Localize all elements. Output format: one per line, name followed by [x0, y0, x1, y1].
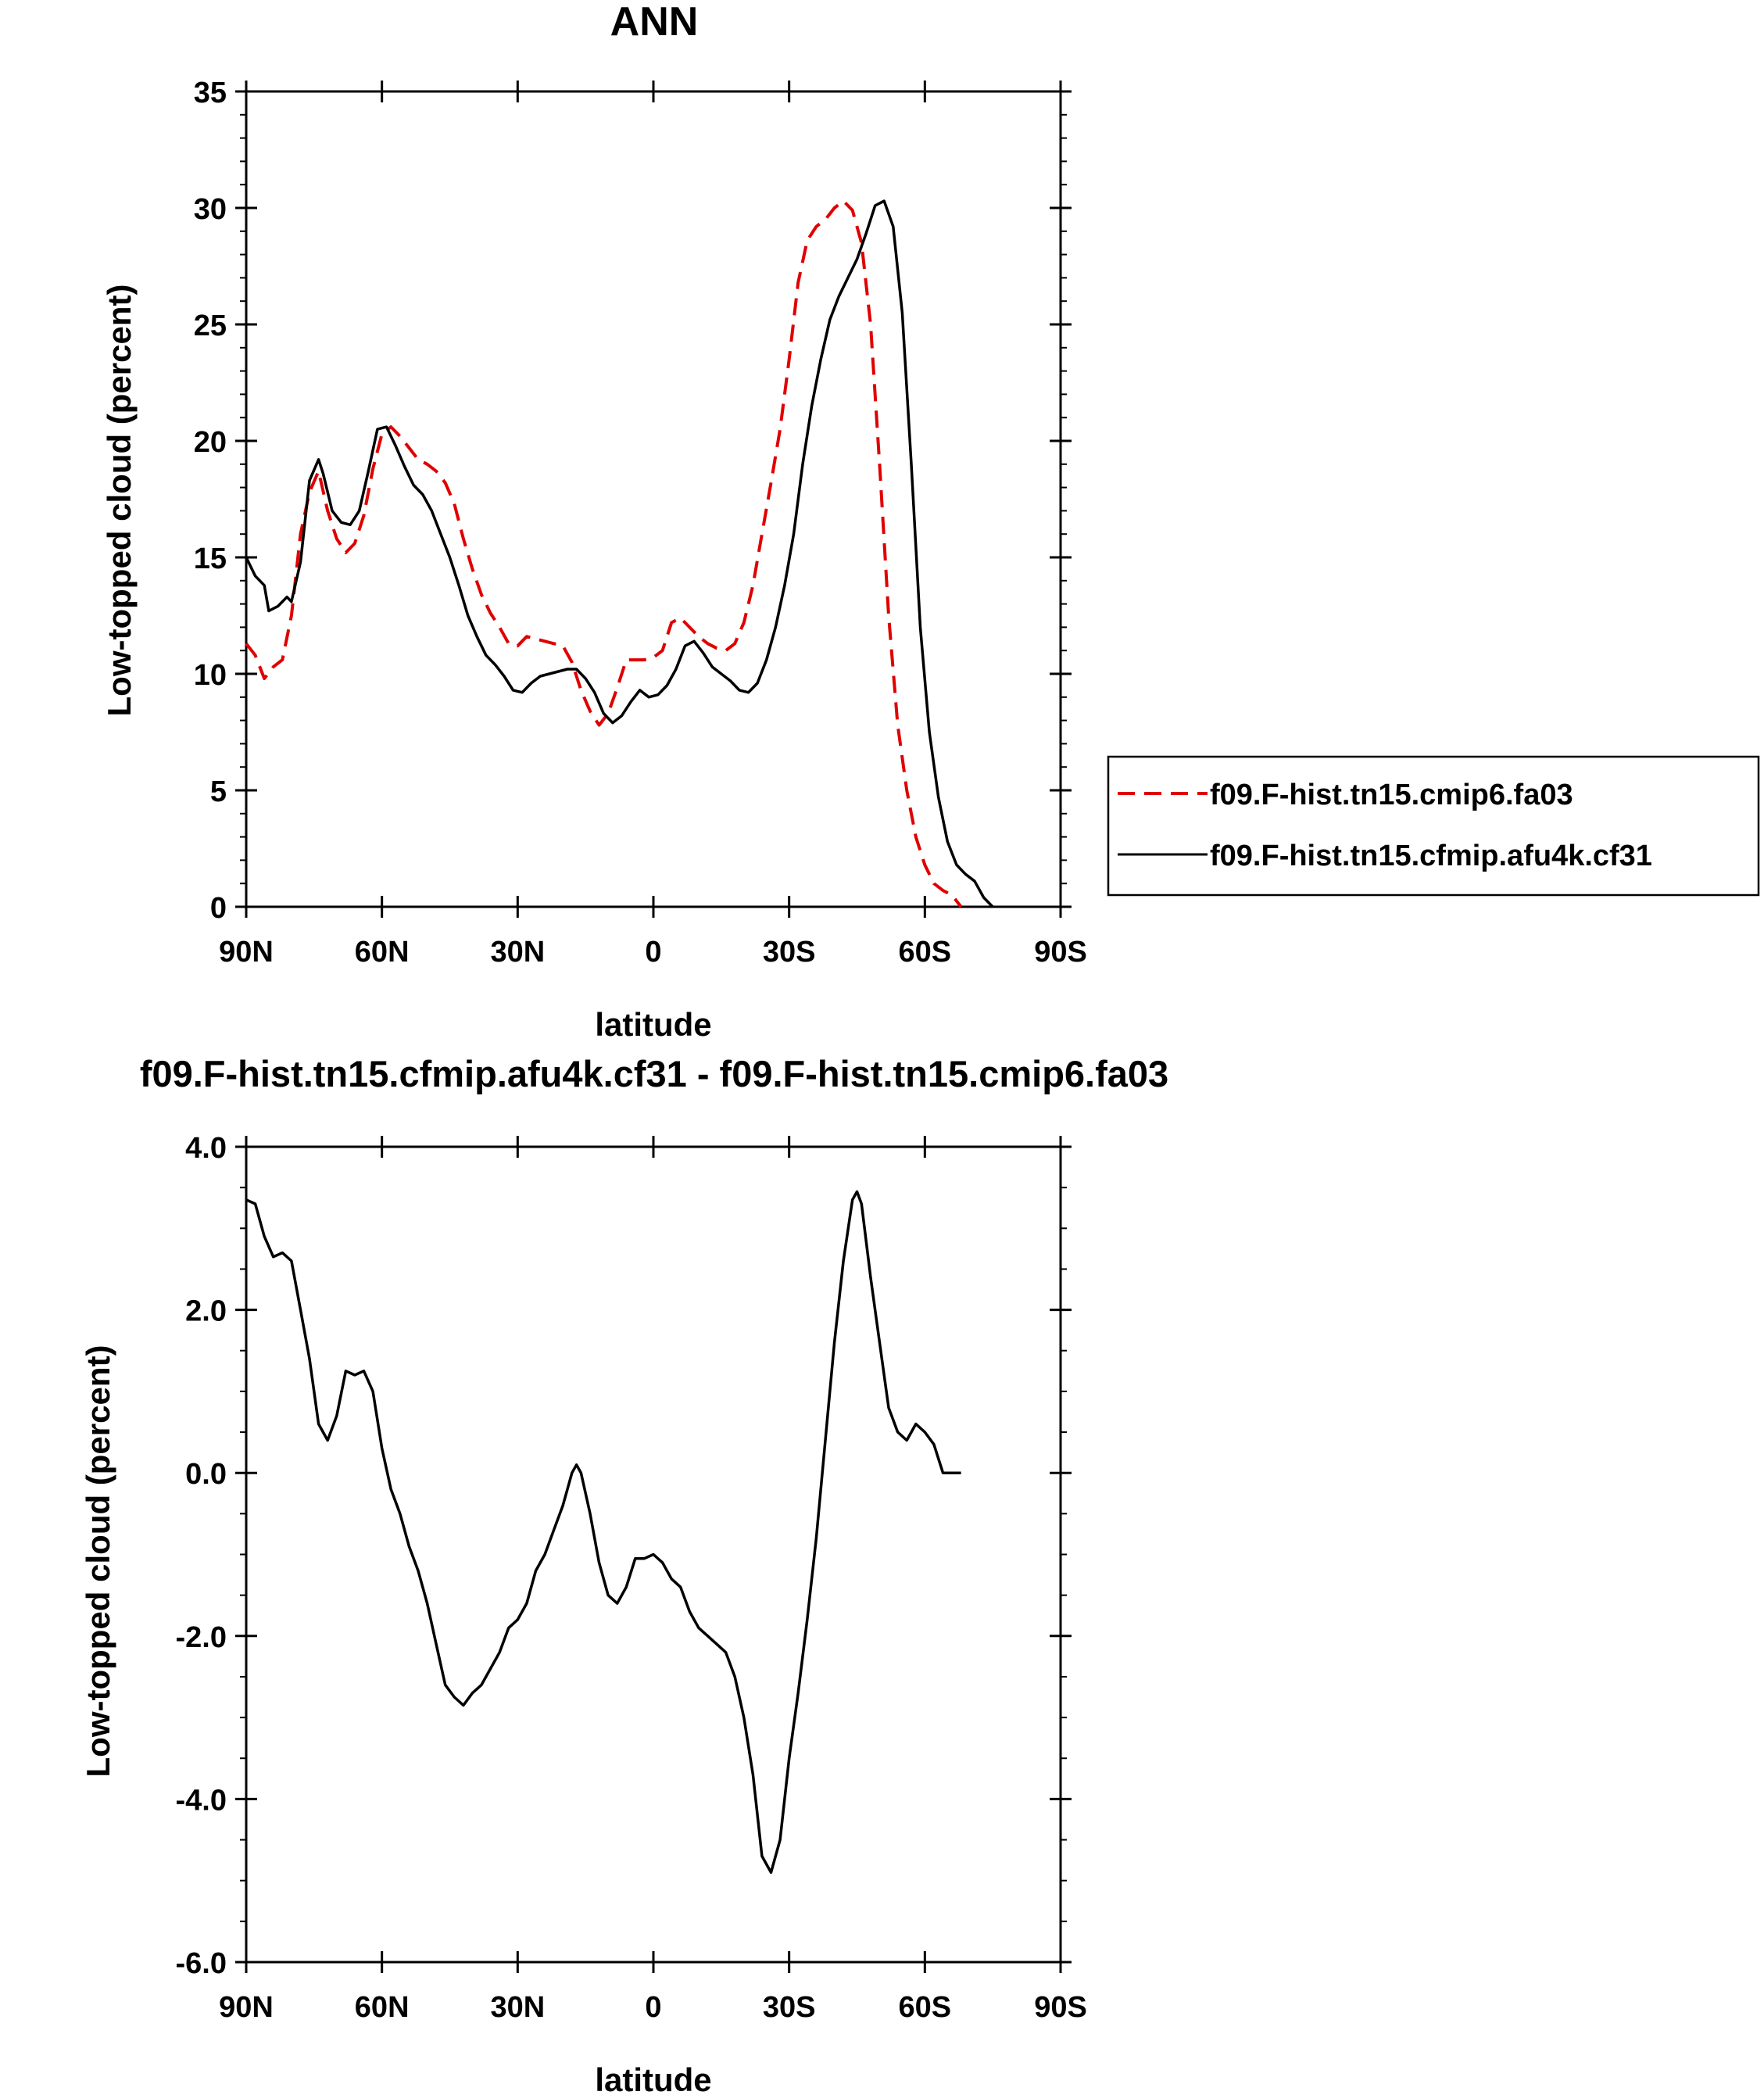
- x-tick-label: 30S: [763, 936, 816, 969]
- legend-box: [1107, 755, 1760, 897]
- x-tick-label: 0: [645, 1991, 661, 2024]
- y-tick-label: -2.0: [176, 1621, 227, 1654]
- legend-label-cfmip: f09.F-hist.tn15.cfmip.afu4k.cf31: [1210, 840, 1652, 872]
- x-tick-label: 90S: [1034, 1991, 1087, 2024]
- x-tick-label: 60N: [355, 936, 410, 969]
- y-tick-label: -4.0: [176, 1784, 227, 1817]
- bottom-plot-area: 90N 60N 30N 0 30S 60S 90S -6.0 -4.0 -2.0 0.0 2.0 4.0: [176, 1132, 1087, 2024]
- x-axis-label: latitude: [595, 1006, 711, 1043]
- x-tick-label: 60S: [899, 1991, 952, 2024]
- y-tick-label: 20: [194, 426, 227, 459]
- top-series-group: [245, 199, 994, 908]
- y-tick-label: 2.0: [185, 1295, 227, 1328]
- legend-label-cmip6: f09.F-hist.tn15.cmip6.fa03: [1210, 779, 1573, 811]
- y-tick-label: 25: [194, 310, 227, 342]
- x-tick-label: 90S: [1034, 936, 1087, 969]
- top-plot-area: 90N 60N 30N 0 30S 60S 90S 0 5 10 15 20 25 30 35: [194, 77, 1087, 969]
- series-line-0: [245, 199, 963, 908]
- chart-title: ANN: [610, 0, 699, 45]
- bottom-panel: f09.F-hist.tn15.cfmip.afu4k.cf31 - f09.F…: [80, 1053, 1168, 2095]
- bottom-series-group: [245, 1190, 961, 1875]
- y-tick-label: 30: [194, 193, 227, 226]
- y-tick-label: 0: [210, 892, 227, 925]
- x-tick-label: 60S: [899, 936, 952, 969]
- y-tick-label: 5: [210, 775, 227, 808]
- y-tick-label: -6.0: [176, 1947, 227, 1980]
- y-axis-label: Low-topped cloud (percent): [80, 1345, 116, 1778]
- x-tick-label: 30N: [490, 1991, 545, 2024]
- x-tick-label: 90N: [219, 1991, 274, 2024]
- top-panel: ANN 90N 60N 30N 0 30S 60S 90S 0 5 10 15 20 25 30 35 la…: [101, 0, 1760, 1043]
- series-line-1: [245, 199, 994, 908]
- y-tick-label: 10: [194, 659, 227, 692]
- x-axis-label: latitude: [595, 2061, 711, 2095]
- legend: f09.F-hist.tn15.cmip6.fa03 f09.F-hist.tn…: [1107, 755, 1760, 897]
- x-tick-label: 30N: [490, 936, 545, 969]
- y-tick-label: 35: [194, 77, 227, 109]
- series-line-0: [245, 1190, 961, 1875]
- y-axis-label: Low-topped cloud (percent): [101, 285, 138, 717]
- y-tick-label: 4.0: [185, 1132, 227, 1165]
- y-tick-label: 15: [194, 543, 227, 575]
- x-tick-label: 30S: [763, 1991, 816, 2024]
- x-tick-label: 90N: [219, 936, 274, 969]
- x-tick-label: 0: [645, 936, 661, 969]
- difference-title: f09.F-hist.tn15.cfmip.afu4k.cf31 - f09.F…: [140, 1053, 1168, 1094]
- y-tick-label: 0.0: [185, 1458, 227, 1491]
- x-tick-label: 60N: [355, 1991, 410, 2024]
